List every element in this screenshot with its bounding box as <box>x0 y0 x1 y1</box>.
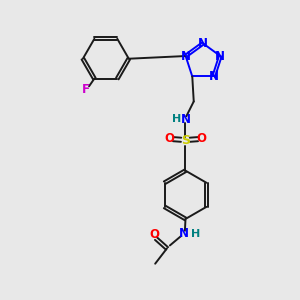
Text: N: N <box>209 70 219 83</box>
Text: N: N <box>198 37 208 50</box>
Text: H: H <box>190 229 200 239</box>
Text: F: F <box>82 83 90 96</box>
Text: S: S <box>181 134 190 147</box>
Text: O: O <box>197 132 207 146</box>
Text: N: N <box>179 227 189 240</box>
Text: N: N <box>181 112 190 126</box>
Text: O: O <box>164 132 174 146</box>
Text: N: N <box>215 50 225 62</box>
Text: H: H <box>172 114 182 124</box>
Text: N: N <box>181 50 190 62</box>
Text: O: O <box>150 228 160 241</box>
